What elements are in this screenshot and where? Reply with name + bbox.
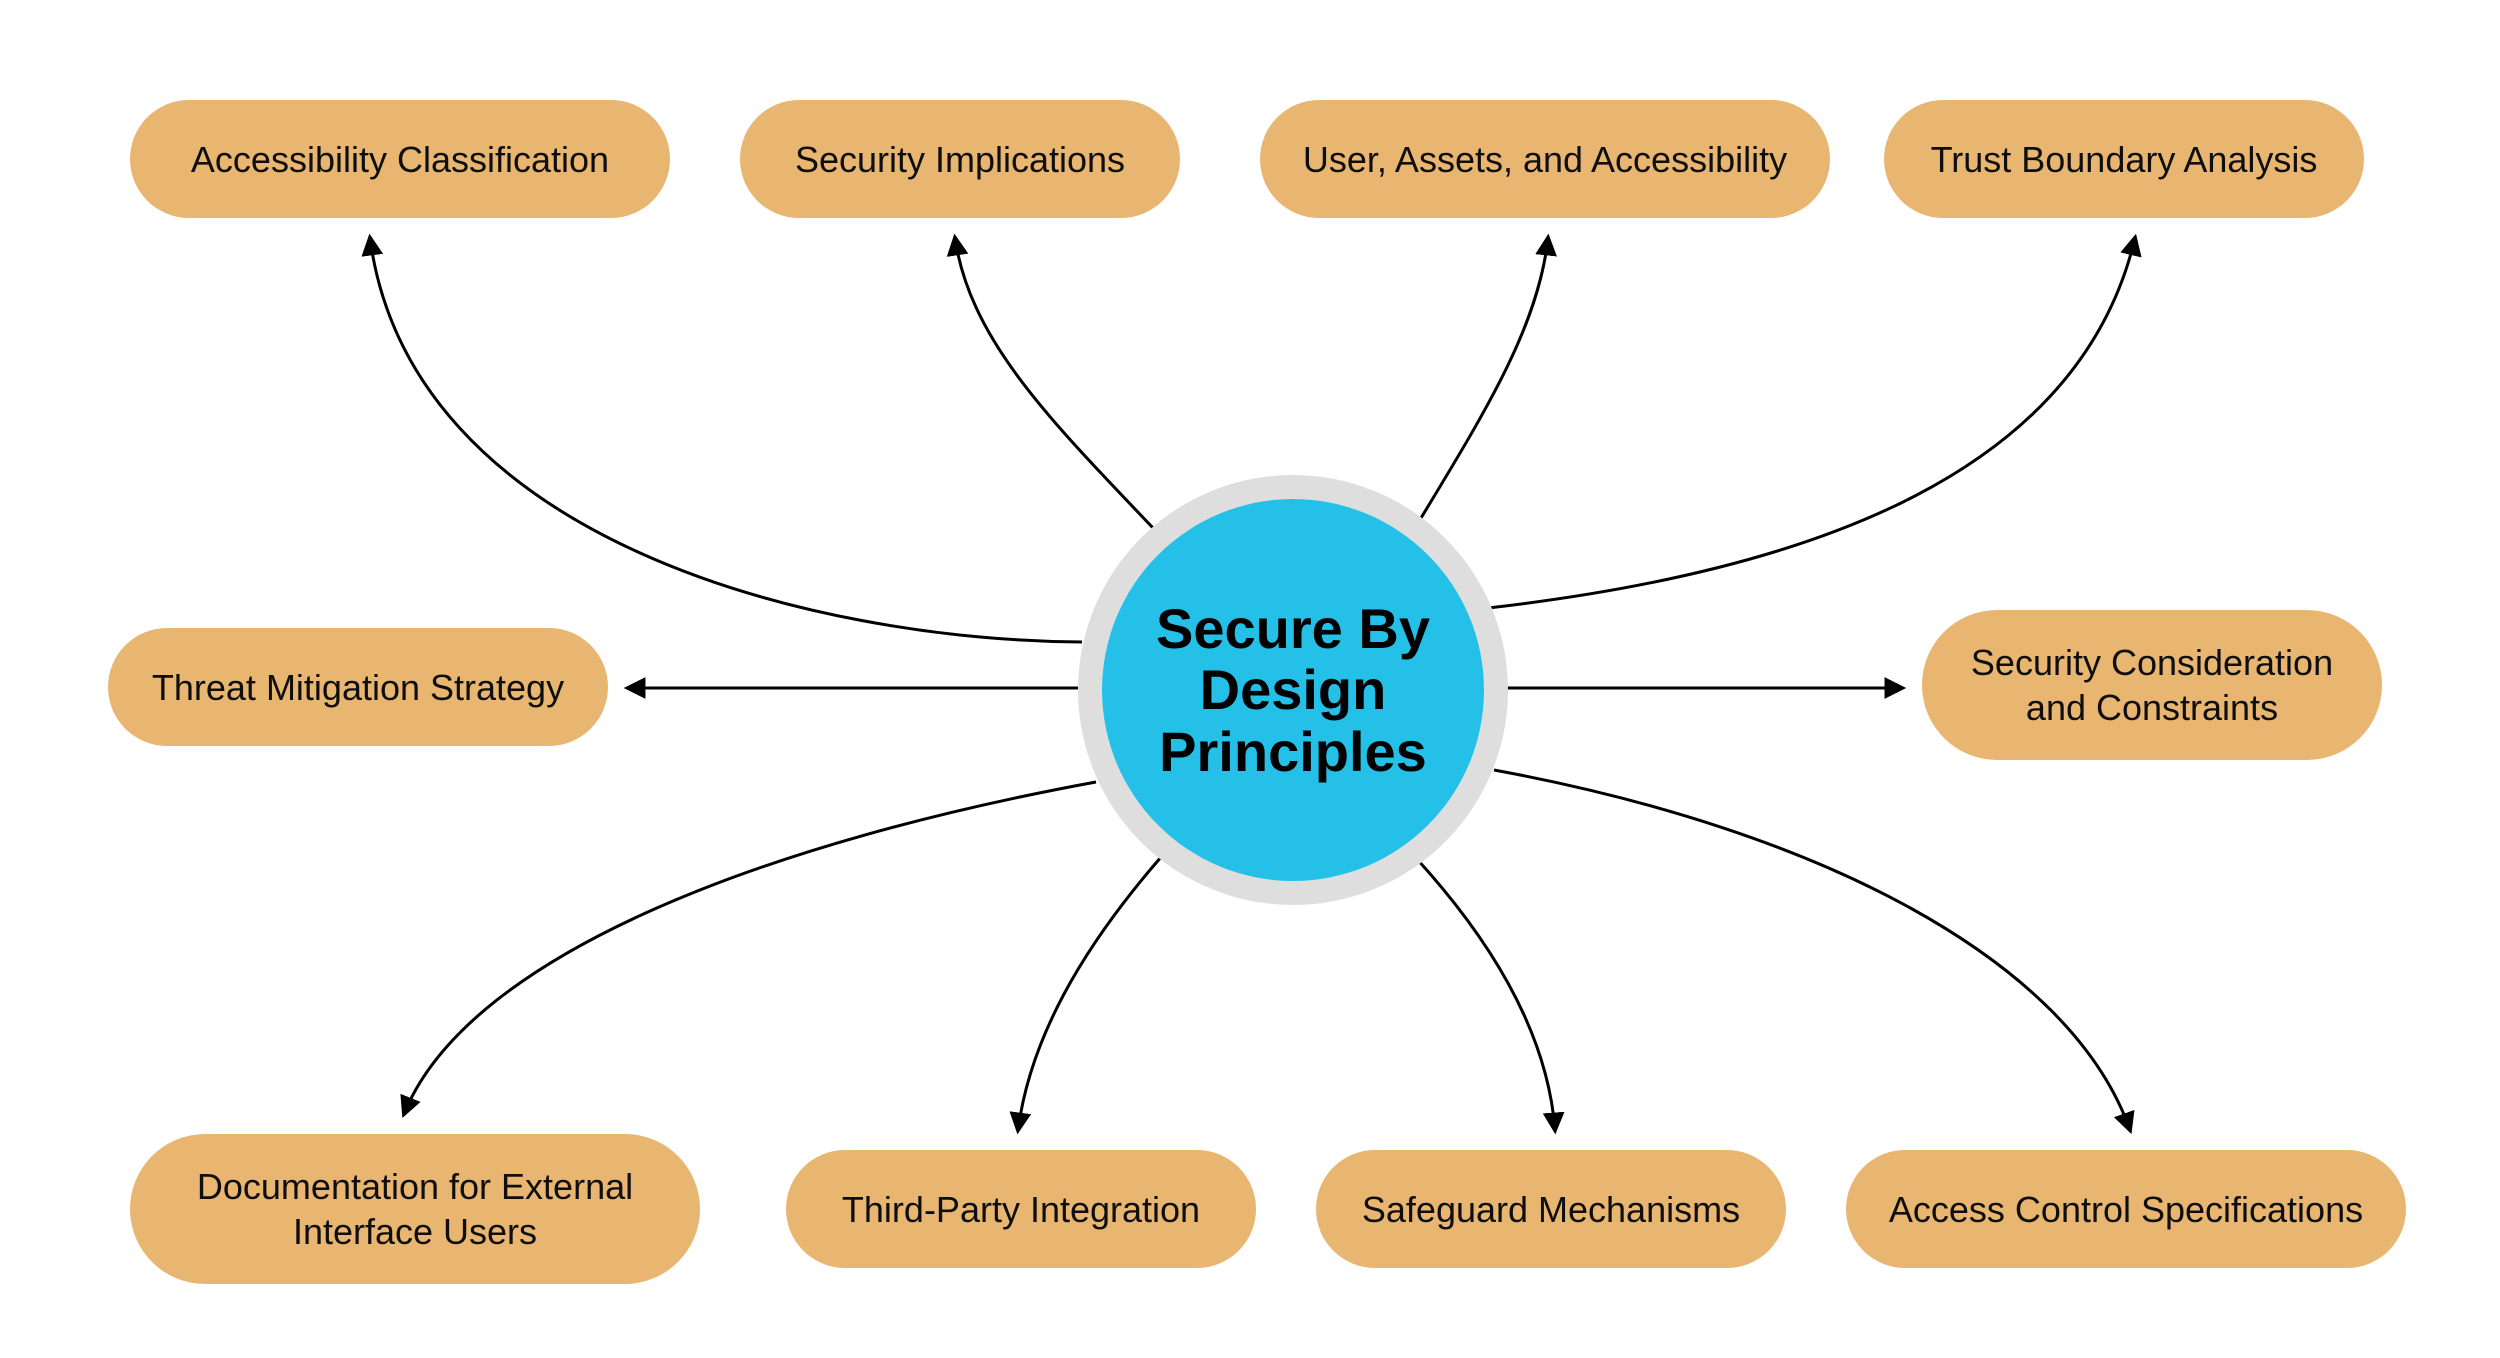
edge-to-documentation-external-interface bbox=[404, 782, 1096, 1114]
edge-to-third-party-integration bbox=[1018, 856, 1162, 1130]
node-label: Safeguard Mechanisms bbox=[1362, 1187, 1740, 1232]
node-label: Trust Boundary Analysis bbox=[1931, 137, 2318, 182]
center-label: Secure ByDesignPrinciples bbox=[1156, 598, 1430, 783]
edge-to-access-control-specifications bbox=[1494, 770, 2130, 1130]
edge-to-accessibility-classification bbox=[370, 238, 1082, 642]
node-user-assets-accessibility: User, Assets, and Accessibility bbox=[1260, 100, 1830, 218]
node-security-consideration-constraints: Security Considerationand Constraints bbox=[1922, 610, 2382, 760]
center-node: Secure ByDesignPrinciples bbox=[1102, 499, 1484, 881]
edge-to-security-implications bbox=[955, 238, 1155, 530]
edge-to-trust-boundary-analysis bbox=[1488, 238, 2135, 608]
node-safeguard-mechanisms: Safeguard Mechanisms bbox=[1316, 1150, 1786, 1268]
node-label: Security Considerationand Constraints bbox=[1971, 640, 2333, 730]
node-label: Documentation for ExternalInterface User… bbox=[197, 1164, 633, 1254]
edge-to-safeguard-mechanisms bbox=[1416, 858, 1555, 1130]
node-label: Accessibility Classification bbox=[191, 137, 609, 182]
node-documentation-external-interface: Documentation for ExternalInterface User… bbox=[130, 1134, 700, 1284]
node-third-party-integration: Third-Party Integration bbox=[786, 1150, 1256, 1268]
node-security-implications: Security Implications bbox=[740, 100, 1180, 218]
node-access-control-specifications: Access Control Specifications bbox=[1846, 1150, 2406, 1268]
node-accessibility-classification: Accessibility Classification bbox=[130, 100, 670, 218]
node-trust-boundary-analysis: Trust Boundary Analysis bbox=[1884, 100, 2364, 218]
node-label: Third-Party Integration bbox=[842, 1187, 1200, 1232]
node-label: Access Control Specifications bbox=[1889, 1187, 2363, 1232]
node-threat-mitigation-strategy: Threat Mitigation Strategy bbox=[108, 628, 608, 746]
node-label: User, Assets, and Accessibility bbox=[1303, 137, 1787, 182]
edge-to-user-assets-accessibility bbox=[1415, 238, 1548, 528]
node-label: Threat Mitigation Strategy bbox=[152, 665, 564, 710]
mindmap-canvas: Secure ByDesignPrinciples Accessibility … bbox=[0, 0, 2500, 1358]
node-label: Security Implications bbox=[795, 137, 1125, 182]
